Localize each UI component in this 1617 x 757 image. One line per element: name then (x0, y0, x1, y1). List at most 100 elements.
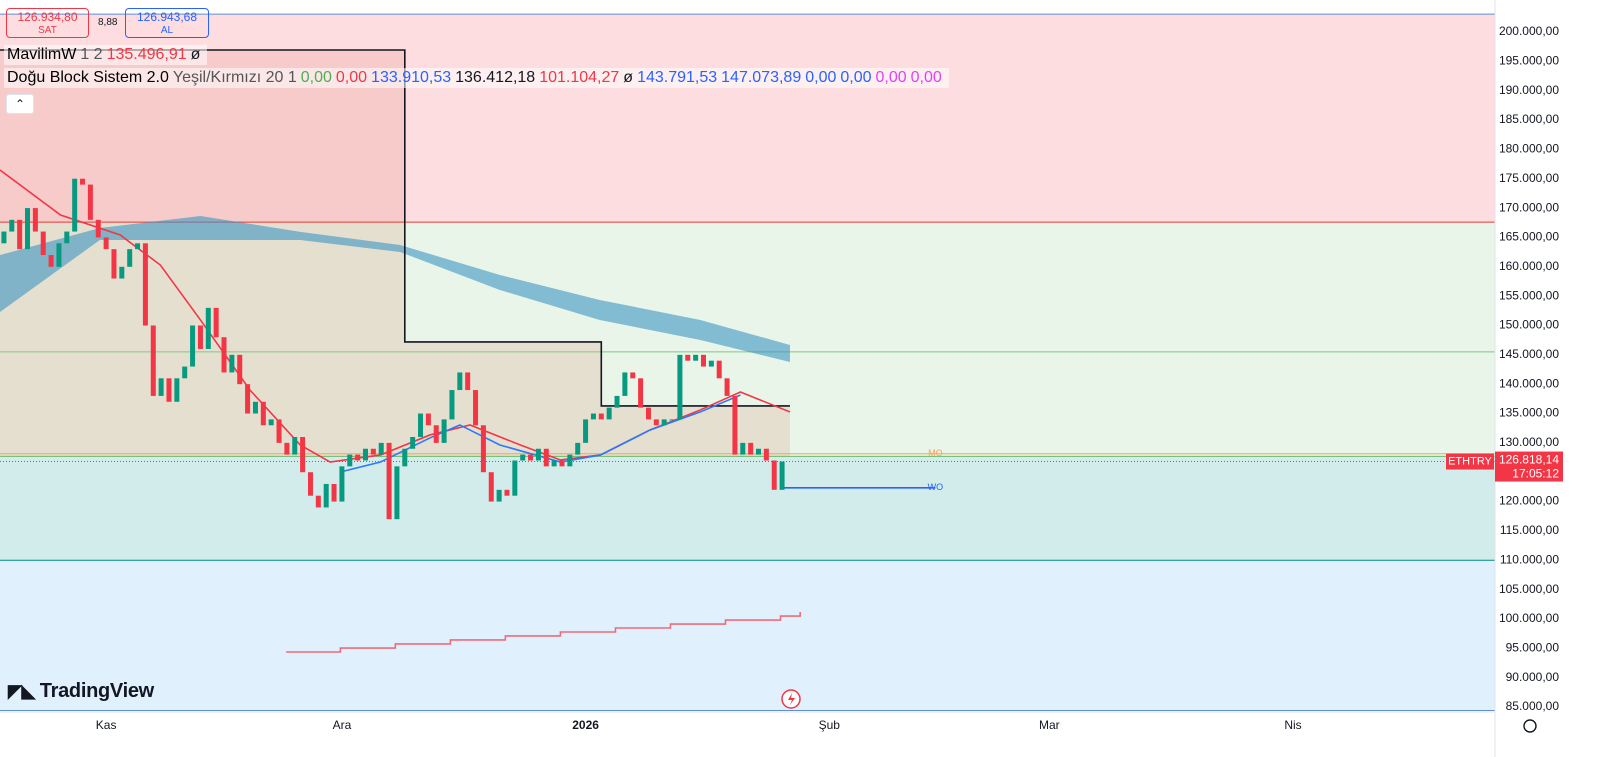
symbol-tag-bg (1446, 453, 1494, 470)
price-tag-bg (1495, 451, 1563, 482)
candle-body (158, 378, 164, 396)
y-tick-label: 145.000,00 (1499, 347, 1559, 361)
indicator-value: 0,00 (300, 69, 332, 86)
candle-body (677, 354, 683, 420)
sell-price: 126.934,80 (17, 10, 78, 24)
sell-button[interactable]: 126.934,80 SAT (6, 8, 89, 38)
candle-body (567, 454, 573, 467)
indicator-value: 0,00 (840, 69, 872, 86)
candle-body (669, 419, 675, 421)
settings-icon[interactable] (1523, 719, 1537, 733)
candle-body (64, 231, 70, 244)
y-tick-label: 135.000,00 (1499, 406, 1559, 420)
candle-body (32, 208, 38, 232)
candle-body (638, 378, 644, 408)
candle-body (622, 372, 628, 396)
legend-row: MavilimW 1 2 135.496,91 ø (4, 45, 208, 65)
x-tick-label: Kas (96, 718, 117, 732)
candle-body (362, 448, 368, 461)
zone (0, 14, 1495, 223)
candle-body (252, 401, 258, 414)
logo-text: TradingView (39, 680, 154, 702)
candle-body (771, 460, 777, 490)
y-tick-label: 175.000,00 (1499, 171, 1559, 185)
candle-body (347, 454, 353, 467)
y-tick-label: 110.000,00 (1500, 552, 1559, 566)
indicator-value: 0,00 (910, 69, 942, 86)
candle-body (166, 378, 172, 402)
spread: 8,88 (98, 17, 118, 28)
candle-body (488, 472, 494, 502)
candle-body (378, 442, 384, 455)
pink-step-line (286, 612, 801, 653)
candle-body (284, 442, 290, 455)
candle-body (535, 448, 541, 461)
plot-area: MO WO (0, 13, 1495, 712)
block-step-line (0, 49, 790, 407)
candle-body (229, 354, 235, 373)
x-tick-label: Şub (819, 718, 841, 732)
candle-body (410, 437, 416, 449)
annotation: MO (928, 448, 943, 458)
indicator-value: 0,00 (875, 69, 907, 86)
candle-body (17, 219, 23, 250)
y-tick-label: 120.000,00 (1499, 494, 1559, 508)
candle-body (103, 237, 109, 250)
indicator-value: 133.910,53 (371, 69, 452, 86)
candle-body (473, 390, 479, 426)
candle-body (355, 454, 361, 461)
candle-body (433, 425, 439, 443)
candle-body (441, 419, 447, 443)
x-tick-label: Ara (333, 718, 352, 732)
logo: ◤◣ TradingView (8, 680, 154, 703)
candle-body (221, 337, 227, 373)
candle-body (80, 178, 86, 185)
indicator-value: 0,00 (805, 69, 837, 86)
candle-body (418, 413, 424, 438)
y-tick-label: 85.000,00 (1506, 699, 1560, 713)
sell-label: SAT (38, 25, 57, 36)
candle-body (480, 425, 486, 473)
cloud-band (0, 215, 790, 362)
candle-body (394, 466, 400, 520)
collapse-button[interactable]: ⌃ (6, 94, 34, 114)
candle-body (598, 413, 604, 420)
y-tick-label: 155.000,00 (1499, 288, 1559, 302)
indicator-value: 147.073,89 (721, 69, 802, 86)
buy-label: AL (160, 25, 174, 36)
candle-body (72, 178, 78, 232)
candle-body (551, 460, 557, 467)
y-tick-label: 105.000,00 (1499, 582, 1559, 596)
candle-body (425, 413, 431, 426)
candle-body (119, 266, 125, 279)
candle-body (496, 489, 502, 502)
y-tick-label: 180.000,00 (1499, 142, 1559, 156)
candle-body (512, 460, 518, 496)
y-tick-label: 90.000,00 (1506, 670, 1560, 684)
candle-body (575, 442, 581, 455)
x-tick-label: Mar (1039, 718, 1060, 732)
candle-body (150, 325, 156, 396)
candle-body (716, 360, 722, 379)
candle-body (40, 231, 46, 256)
candle-body (732, 395, 738, 455)
candle-body (245, 384, 251, 414)
y-tick-label: 115.000,00 (1500, 523, 1559, 537)
indicator-value: 143.791,53 (637, 69, 718, 86)
indicator-value: 136.412,18 (455, 69, 536, 86)
buy-button[interactable]: 126.943,68 AL (125, 8, 209, 38)
candle-body (315, 495, 321, 508)
candle-body (339, 466, 345, 502)
candle-body (779, 461, 785, 490)
y-tick-label: 140.000,00 (1499, 376, 1559, 390)
indicator-value: 101.104,27 (539, 69, 620, 86)
candle-body (205, 307, 211, 349)
candle-body (142, 243, 148, 326)
candle-body (268, 419, 274, 426)
candle-body (307, 472, 313, 496)
y-tick-label: 150.000,00 (1499, 318, 1559, 332)
candle-body (583, 419, 589, 443)
candle-body (645, 407, 651, 420)
indicator-name: Doğu Block Sistem 2.0 (7, 69, 169, 86)
